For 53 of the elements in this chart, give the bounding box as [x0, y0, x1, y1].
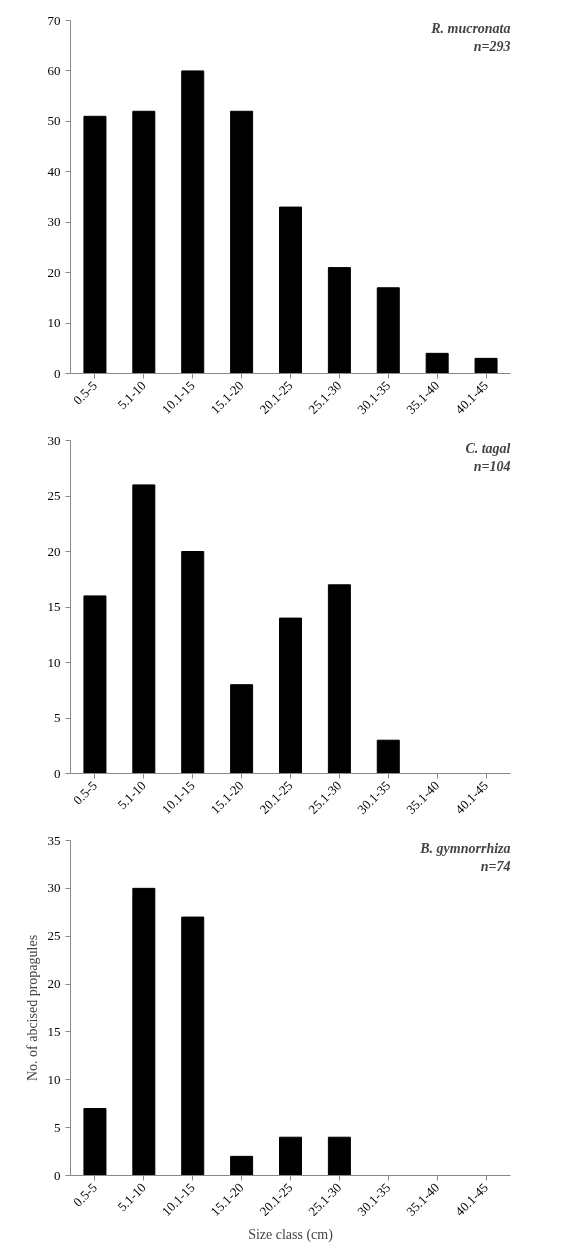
bar	[132, 110, 156, 374]
y-tick-label: 40	[47, 163, 61, 179]
annotation: B. gymnorrhiza	[419, 840, 511, 856]
y-tick-label: 25	[47, 488, 61, 503]
bar	[181, 70, 205, 374]
y-tick-label: 30	[47, 432, 61, 448]
y-tick-label: 0	[54, 365, 61, 381]
bar	[230, 684, 254, 774]
bar	[376, 287, 400, 374]
bar	[376, 739, 400, 774]
bar	[83, 115, 107, 374]
bar	[230, 1155, 254, 1176]
annotation: n=74	[480, 858, 511, 874]
bar	[230, 110, 254, 374]
x-axis-title: Size class (cm)	[248, 1227, 334, 1244]
y-tick-label: 10	[47, 654, 61, 670]
bar	[279, 617, 302, 774]
bar	[327, 267, 351, 374]
bar	[83, 1108, 107, 1176]
y-tick-label: 10	[47, 1071, 61, 1087]
bar	[279, 206, 302, 374]
annotation: R. mucronata	[430, 20, 511, 36]
y-tick-label: 15	[47, 599, 61, 614]
bar	[181, 551, 205, 774]
bar	[327, 584, 351, 774]
annotation: n=104	[473, 458, 511, 474]
y-tick-label: 5	[54, 710, 61, 725]
bar	[132, 484, 156, 774]
y-tick-label: 5	[54, 1119, 61, 1135]
y-tick-label: 0	[54, 765, 61, 781]
bar	[132, 887, 156, 1176]
y-tick-label: 70	[47, 12, 61, 28]
y-tick-label: 25	[47, 928, 61, 944]
y-tick-label: 20	[47, 543, 61, 559]
y-tick-label: 15	[47, 1023, 61, 1039]
y-axis-title: No. of abcised propagules	[24, 934, 40, 1082]
y-tick-label: 20	[47, 976, 61, 992]
bar	[425, 352, 449, 374]
annotation: n=293	[473, 38, 511, 54]
annotation: C. tagal	[465, 440, 511, 456]
y-tick-label: 0	[54, 1167, 61, 1183]
bar	[279, 1136, 302, 1176]
y-tick-label: 20	[47, 264, 61, 280]
bar	[474, 357, 498, 374]
bar	[83, 595, 107, 774]
bar	[181, 916, 205, 1176]
y-tick-label: 10	[47, 315, 61, 331]
y-tick-label: 30	[47, 880, 61, 896]
y-tick-label: 35	[47, 832, 61, 848]
y-tick-label: 30	[47, 214, 61, 230]
bar	[327, 1136, 351, 1176]
y-tick-label: 50	[47, 113, 61, 129]
y-tick-label: 60	[47, 62, 61, 78]
